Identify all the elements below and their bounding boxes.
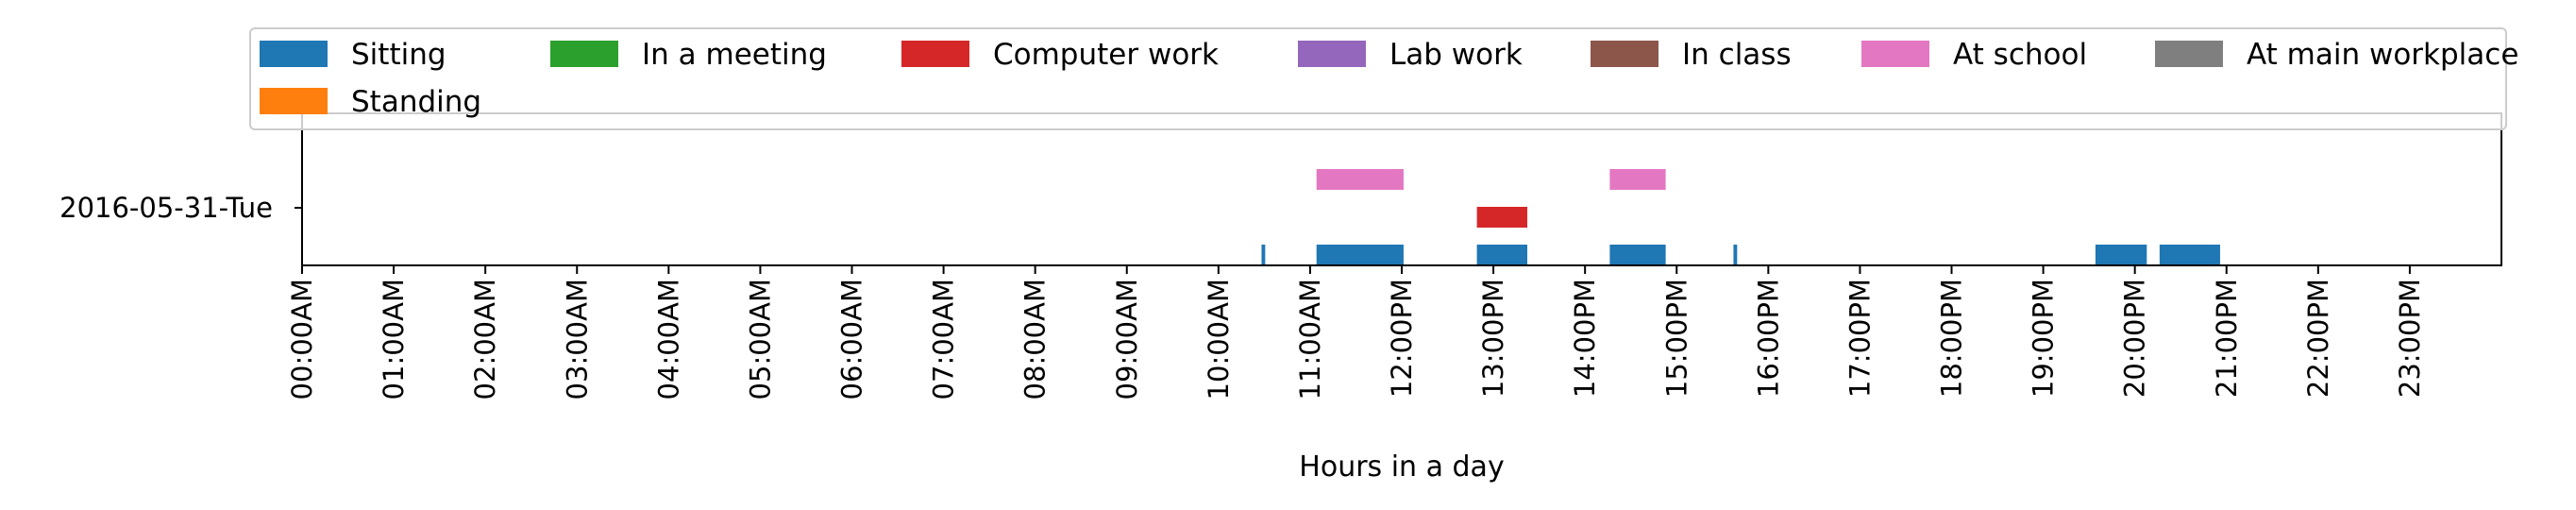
x-axis-label: Hours in a day (1299, 450, 1504, 484)
x-tick-label: 11:00AM (1294, 279, 1326, 400)
x-tick-label: 04:00AM (652, 279, 684, 400)
x-tick-label: 08:00AM (1019, 279, 1052, 400)
legend-label: In class (1682, 38, 1792, 72)
y-tick-label: 2016-05-31-Tue (59, 192, 273, 224)
bar-sitting (1733, 245, 1738, 265)
x-tick-label: 13:00PM (1477, 279, 1509, 398)
x-tick-label: 22:00PM (2302, 279, 2334, 398)
legend-swatch (1861, 41, 1929, 67)
interval-marks (1261, 169, 2220, 265)
y-axis-ticks: 2016-05-31-Tue (59, 192, 302, 224)
bar-sitting (1476, 245, 1528, 265)
bar-sitting (1609, 245, 1666, 265)
x-tick-label: 19:00PM (2028, 279, 2060, 398)
legend-swatch (550, 41, 618, 67)
bar-at-school (1609, 169, 1666, 190)
legend-label: Computer work (993, 38, 1219, 72)
x-tick-label: 10:00AM (1203, 279, 1235, 400)
legend-swatch (260, 41, 328, 67)
bar-sitting (1261, 245, 1266, 265)
legend-label: At main workplace (2247, 38, 2518, 72)
legend-swatch (1298, 41, 1366, 67)
x-tick-label: 00:00AM (286, 279, 318, 400)
x-tick-label: 21:00PM (2211, 279, 2243, 398)
legend-frame (249, 27, 2507, 130)
bar-sitting (2159, 245, 2220, 265)
bar-at-school (1316, 169, 1404, 190)
x-tick-label: 17:00PM (1844, 279, 1876, 398)
x-tick-label: 03:00AM (561, 279, 593, 400)
bar-computer-work (1476, 207, 1528, 228)
x-tick-label: 14:00PM (1569, 279, 1601, 398)
x-tick-label: 18:00PM (1936, 279, 1968, 398)
x-tick-label: 16:00PM (1752, 279, 1784, 398)
bar-sitting (1316, 245, 1404, 265)
x-axis-ticks: 00:00AM 01:00AM 02:00AM 03:00AM 04:00AM 05:00… (286, 265, 2426, 400)
legend-label: Standing (351, 85, 481, 119)
x-tick-label: 01:00AM (378, 279, 410, 400)
legend-label: Sitting (351, 38, 446, 72)
legend-swatch (260, 88, 328, 114)
legend-label: Lab work (1389, 38, 1523, 72)
x-tick-label: 15:00PM (1660, 279, 1692, 398)
bar-sitting (2095, 245, 2147, 265)
legend-swatch (901, 41, 969, 67)
legend-swatch (2155, 41, 2223, 67)
x-tick-label: 12:00PM (1386, 279, 1418, 398)
x-tick-label: 09:00AM (1111, 279, 1143, 400)
legend: Sitting Standing In a meeting Computer work… (249, 27, 2518, 130)
x-tick-label: 02:00AM (469, 279, 501, 400)
legend-swatch (1591, 41, 1658, 67)
legend-label: At school (1953, 38, 2087, 72)
legend-label: In a meeting (642, 38, 827, 72)
x-tick-label: 07:00AM (928, 279, 960, 400)
x-tick-label: 20:00PM (2119, 279, 2151, 398)
x-tick-label: 05:00AM (744, 279, 776, 400)
x-tick-label: 06:00AM (836, 279, 868, 400)
x-tick-label: 23:00PM (2394, 279, 2426, 398)
